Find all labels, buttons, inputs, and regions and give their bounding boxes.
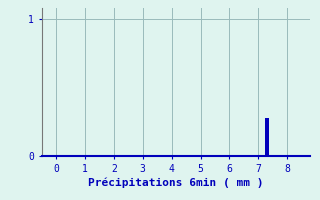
Bar: [265, 118, 269, 156]
X-axis label: Précipitations 6min ( mm ): Précipitations 6min ( mm ): [88, 178, 264, 188]
